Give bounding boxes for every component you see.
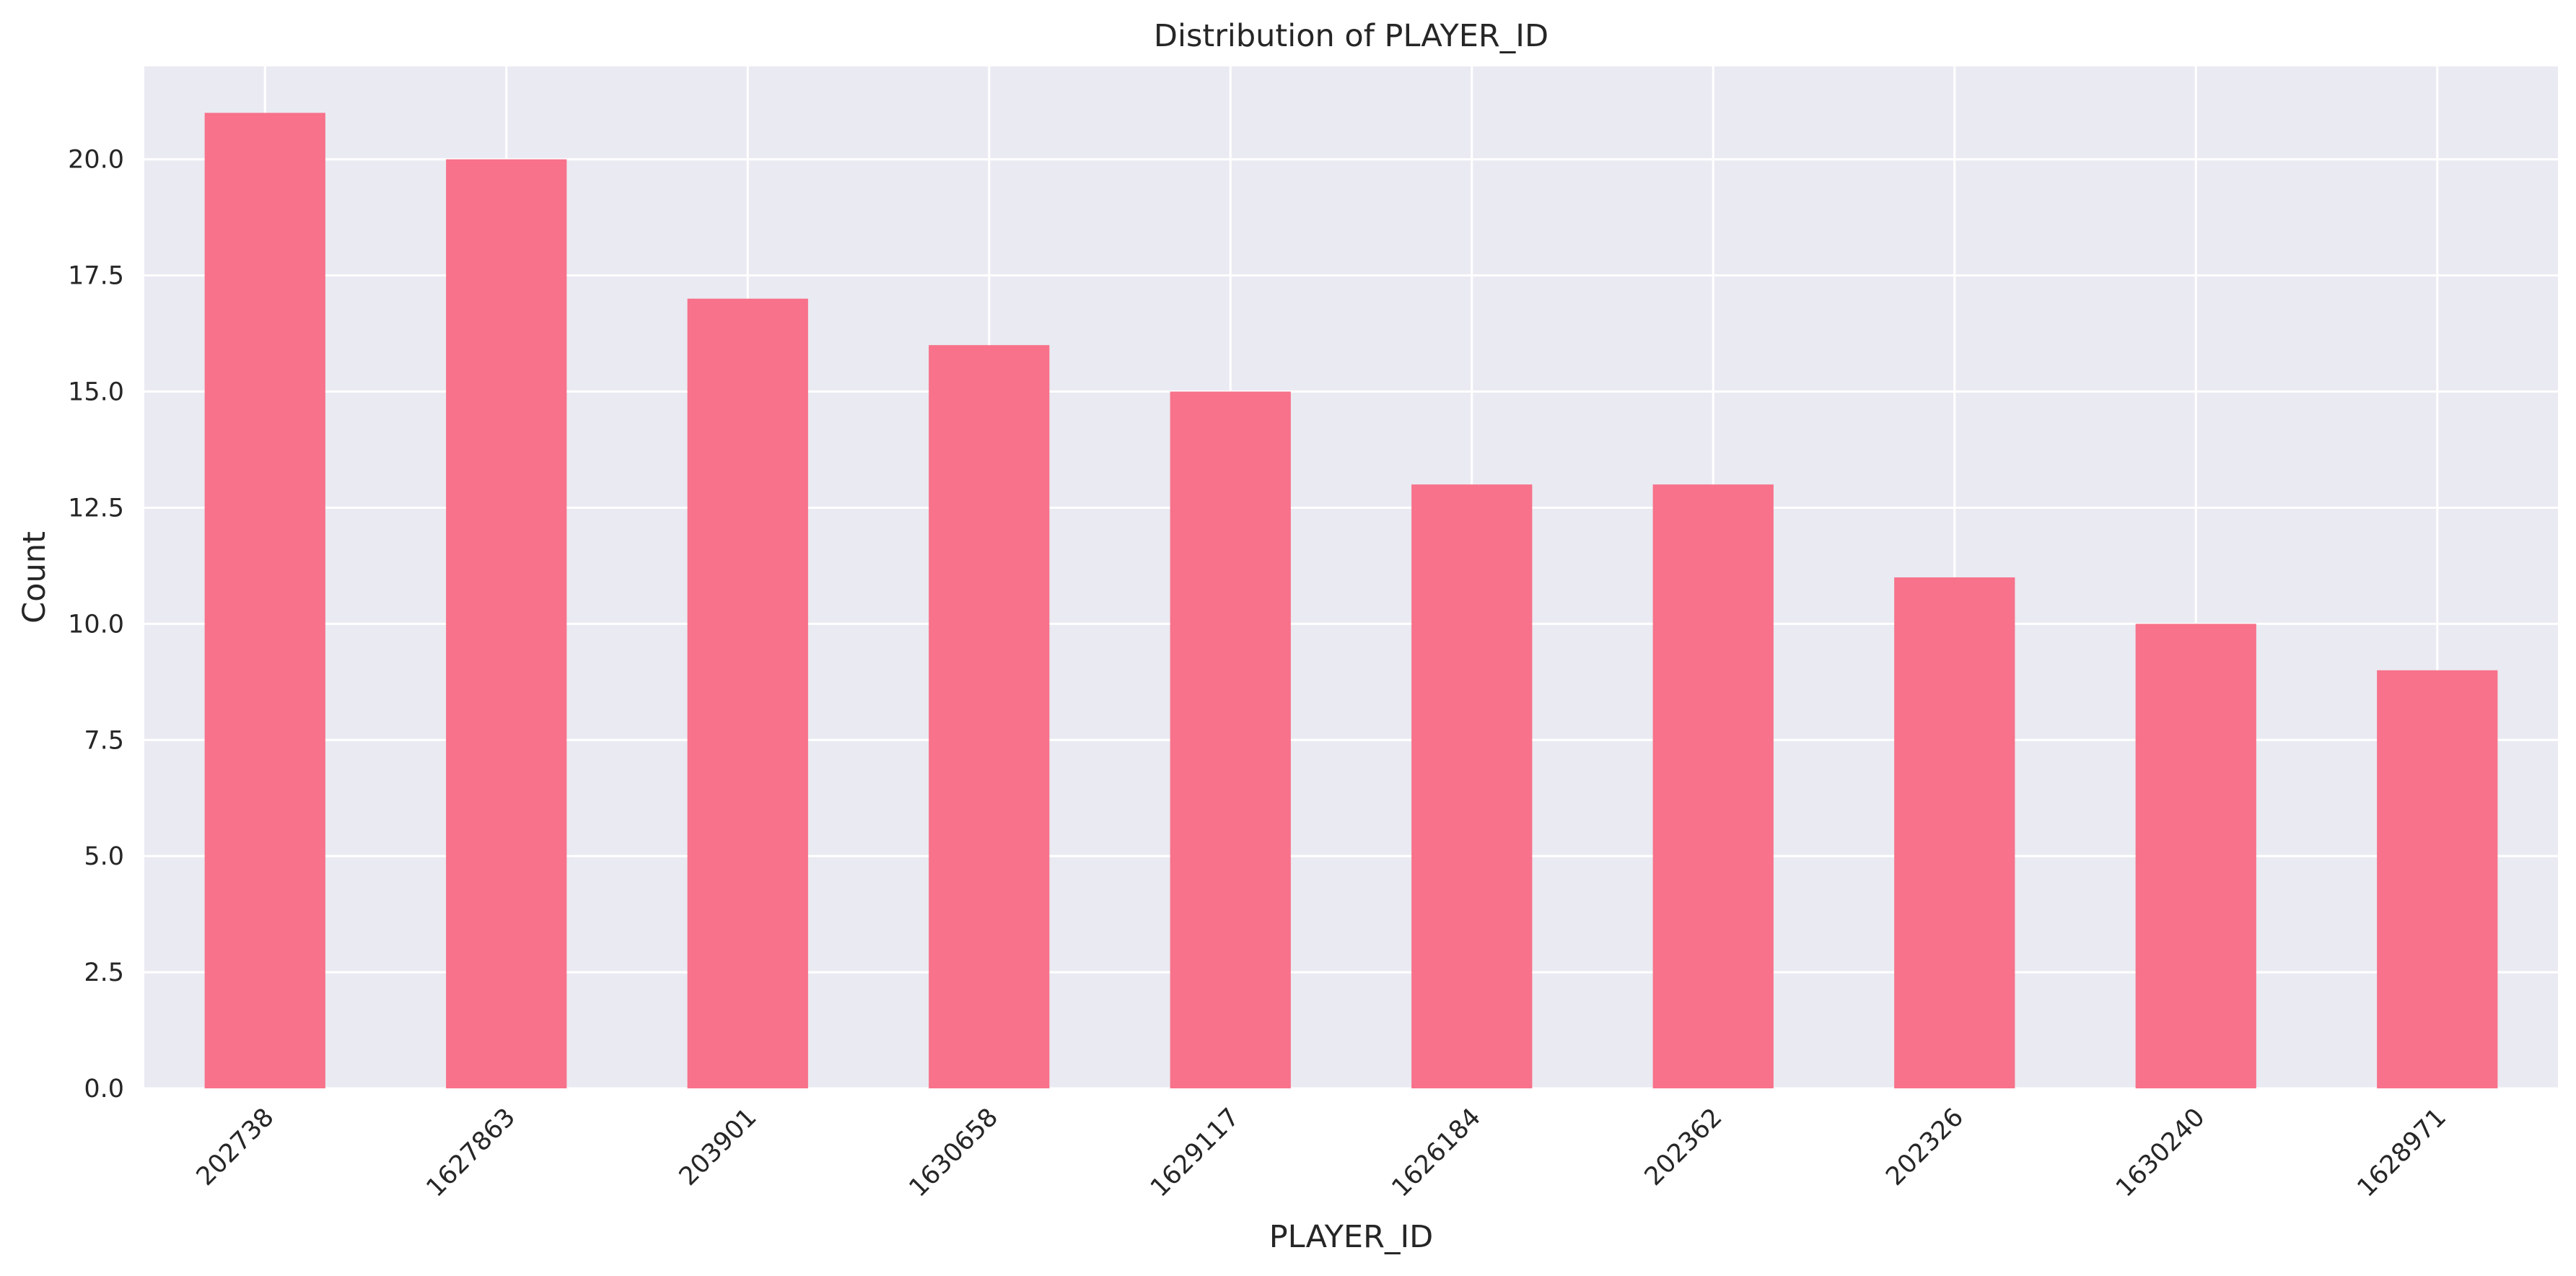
y-tick-label: 12.5 xyxy=(68,494,124,523)
bar-202326 xyxy=(1894,577,2015,1088)
x-tick-label: 202738 xyxy=(191,1103,280,1192)
y-tick-label: 20.0 xyxy=(68,146,124,175)
y-tick-label: 15.0 xyxy=(68,378,124,407)
bar-1630240 xyxy=(2135,624,2256,1088)
y-tick-label: 0.0 xyxy=(84,1075,124,1104)
y-tick-label: 10.0 xyxy=(68,610,124,639)
x-tick-label: 1630240 xyxy=(2111,1103,2211,1203)
bars xyxy=(204,113,2498,1089)
bar-1626184 xyxy=(1411,484,1533,1088)
bar-1628971 xyxy=(2377,670,2498,1088)
y-tick-label: 17.5 xyxy=(68,262,124,291)
x-tick-label: 1628971 xyxy=(2352,1103,2453,1203)
y-tick-label: 5.0 xyxy=(84,842,124,871)
bar-1627863 xyxy=(446,159,567,1088)
bar-202362 xyxy=(1652,484,1774,1088)
chart-title: Distribution of PLAYER_ID xyxy=(1154,18,1548,54)
y-axis-ticks: 0.0 2.5 5.0 7.5 10.0 12.5 15.0 17.5 20.0 xyxy=(68,146,124,1104)
y-axis-label: Count xyxy=(17,531,53,624)
bar-203901 xyxy=(687,298,808,1089)
x-tick-label: 1629117 xyxy=(1145,1103,1245,1203)
bar-1630658 xyxy=(929,345,1050,1088)
x-tick-label: 1627863 xyxy=(421,1103,522,1203)
y-tick-label: 7.5 xyxy=(84,726,124,755)
x-tick-label: 1626184 xyxy=(1387,1103,1487,1203)
x-tick-label: 203901 xyxy=(674,1103,763,1192)
x-axis-label: PLAYER_ID xyxy=(1269,1219,1434,1255)
bar-1629117 xyxy=(1170,391,1291,1088)
x-axis-ticks: 202738 1627863 203901 1630658 1629117 1626184… xyxy=(191,1103,2452,1203)
x-tick-label: 202326 xyxy=(1880,1103,1969,1192)
y-tick-label: 2.5 xyxy=(84,958,124,987)
x-tick-label: 202362 xyxy=(1639,1103,1728,1192)
bar-202738 xyxy=(204,113,325,1088)
x-tick-label: 1630658 xyxy=(904,1103,1004,1203)
